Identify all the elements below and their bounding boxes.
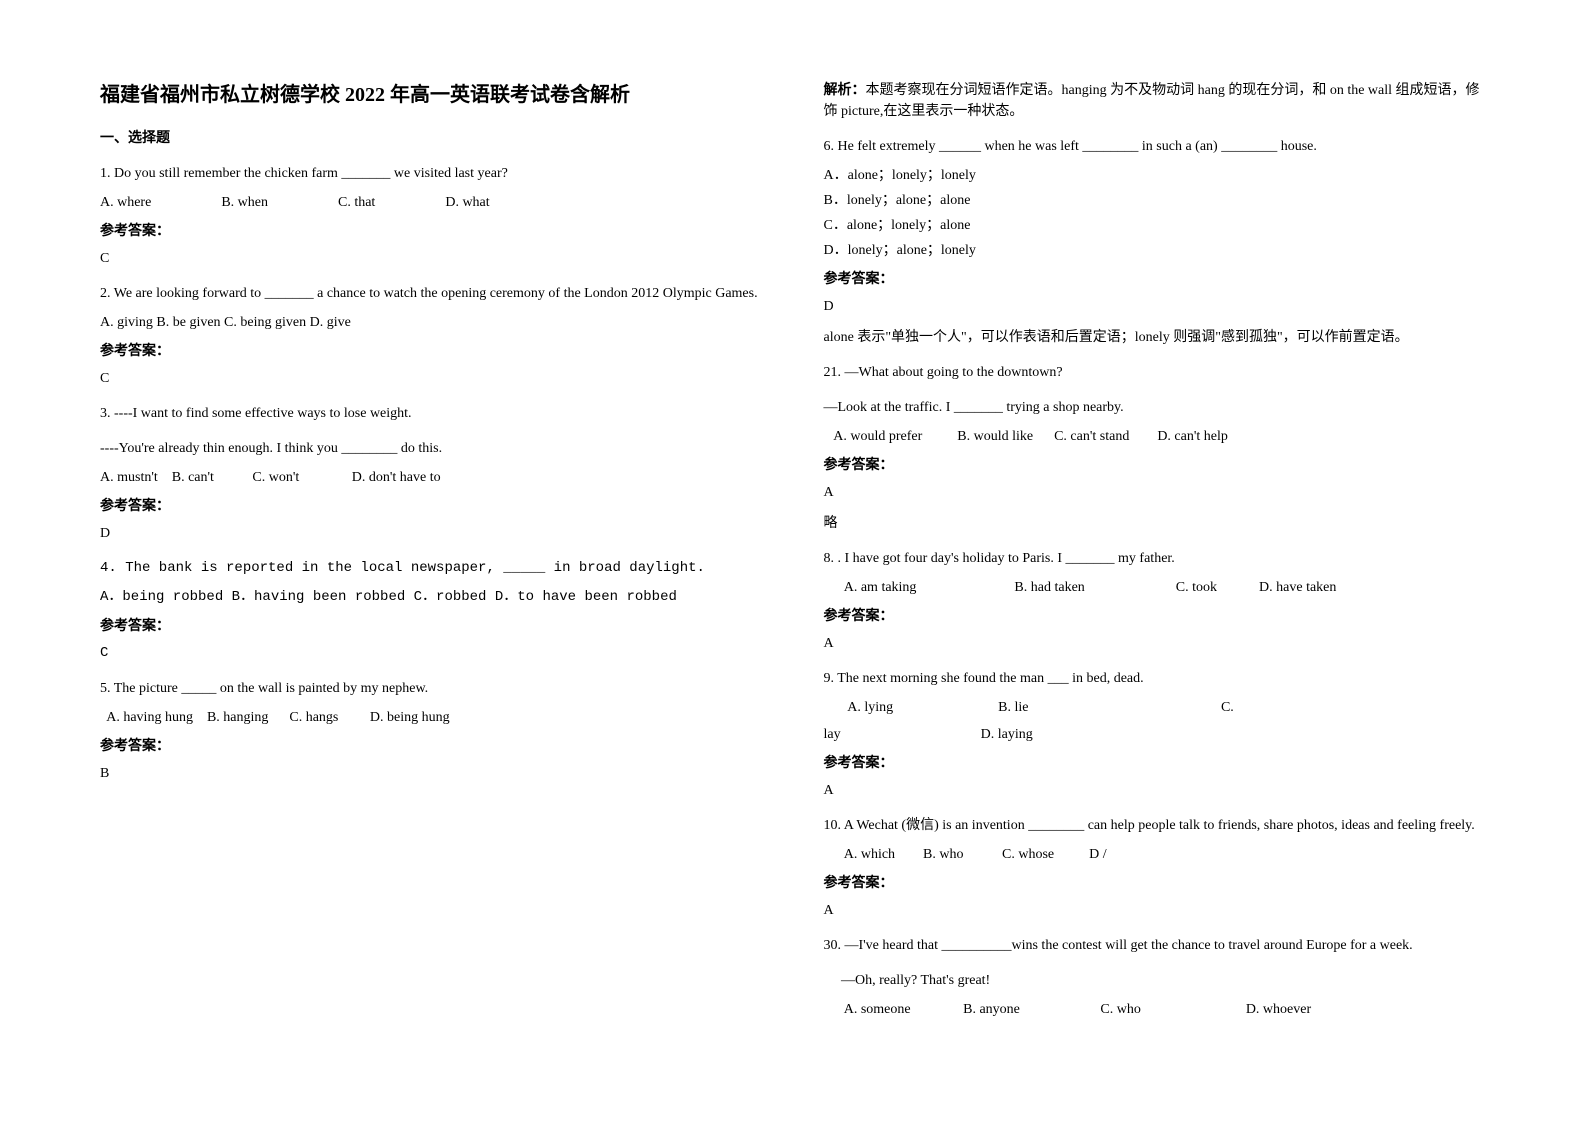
q3-answer-label: 参考答案： [100,496,764,517]
q21-note: 略 [824,513,1488,534]
left-column: 福建省福州市私立树德学校 2022 年高一英语联考试卷含解析 一、选择题 1. … [100,80,764,1026]
q2-text: 2. We are looking forward to _______ a c… [100,283,764,304]
q4-answer: C [100,643,764,664]
q1-optB: B. when [221,192,268,213]
q1-optA: A. where [100,192,151,213]
q1-optC: C. that [338,192,375,213]
q3-text2: ----You're already thin enough. I think … [100,438,764,459]
exp-text: 本题考察现在分词短语作定语。hanging 为不及物动词 hang 的现在分词，… [824,83,1480,119]
q5-answer: B [100,763,764,784]
q9-optsL1: A. lying B. lie C. [824,697,1488,718]
q2-options: A. giving B. be given C. being given D. … [100,312,764,333]
q6-optB: B．lonely；alone；alone [824,190,1488,211]
q6-optD: D．lonely；alone；lonely [824,240,1488,261]
q9-answer: A [824,780,1488,801]
q6-explanation: alone 表示"单独一个人"，可以作表语和后置定语；lonely 则强调"感到… [824,327,1488,348]
q21-text2: —Look at the traffic. I _______ trying a… [824,397,1488,418]
q30-options: A. someone B. anyone C. who D. whoever [824,999,1488,1020]
q4-answer-label: 参考答案： [100,616,764,637]
q10-options: A. which B. who C. whose D / [824,844,1488,865]
q21-text1: 21. —What about going to the downtown? [824,362,1488,383]
q8-options: A. am taking B. had taken C. took D. hav… [824,577,1488,598]
q5-text: 5. The picture _____ on the wall is pain… [100,678,764,699]
q9-text: 9. The next morning she found the man __… [824,668,1488,689]
q3-answer: D [100,523,764,544]
q6-optC: C．alone；lonely；alone [824,215,1488,236]
q1-optD: D. what [445,192,489,213]
q3-options: A. mustn't B. can't C. won't D. don't ha… [100,467,764,488]
q6-optA: A．alone；lonely；lonely [824,165,1488,186]
q9-optsL2: lay D. laying [824,724,1488,745]
q5-answer-label: 参考答案： [100,736,764,757]
q6-options: A．alone；lonely；lonely B．lonely；alone；alo… [824,165,1488,261]
q4-options: A．being robbed B．having been robbed C．ro… [100,587,764,608]
q8-text: 8. . I have got four day's holiday to Pa… [824,548,1488,569]
q4-text: 4. The bank is reported in the local new… [100,558,764,579]
q5-options: A. having hung B. hanging C. hangs D. be… [100,707,764,728]
q21-options: A. would prefer B. would like C. can't s… [824,426,1488,447]
q5-explanation: 解析：本题考察现在分词短语作定语。hanging 为不及物动词 hang 的现在… [824,80,1488,122]
q30-text: 30. —I've heard that __________wins the … [824,935,1488,956]
q8-answer-label: 参考答案： [824,606,1488,627]
q6-answer: D [824,296,1488,317]
exam-title: 福建省福州市私立树德学校 2022 年高一英语联考试卷含解析 [100,80,764,110]
q6-answer-label: 参考答案： [824,269,1488,290]
q2-answer-label: 参考答案： [100,341,764,362]
q2-answer: C [100,368,764,389]
q21-answer-label: 参考答案： [824,455,1488,476]
exp-label: 解析： [824,83,866,98]
q21-answer: A [824,482,1488,503]
q1-options: A. where B. when C. that D. what [100,192,764,213]
q30-text2: —Oh, really? That's great! [824,970,1488,991]
section-header: 一、选择题 [100,128,764,149]
q9-answer-label: 参考答案： [824,753,1488,774]
q10-answer: A [824,900,1488,921]
q1-answer-label: 参考答案： [100,221,764,242]
q1-text: 1. Do you still remember the chicken far… [100,163,764,184]
q10-text: 10. A Wechat (微信) is an invention ______… [824,815,1488,836]
q6-text: 6. He felt extremely ______ when he was … [824,136,1488,157]
q3-text1: 3. ----I want to find some effective way… [100,403,764,424]
q8-answer: A [824,633,1488,654]
right-column: 解析：本题考察现在分词短语作定语。hanging 为不及物动词 hang 的现在… [824,80,1488,1026]
q10-answer-label: 参考答案： [824,873,1488,894]
q1-answer: C [100,248,764,269]
